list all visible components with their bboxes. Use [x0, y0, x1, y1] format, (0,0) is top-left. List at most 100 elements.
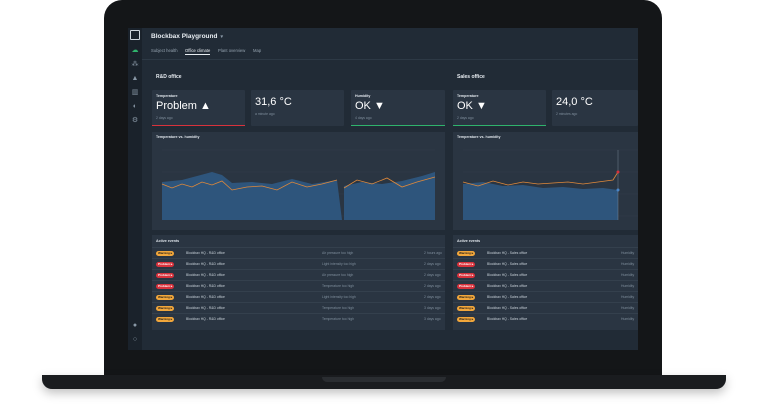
event-subject: Blockbax HQ - Sales office	[487, 306, 528, 310]
event-time: 2 days ago	[424, 262, 441, 266]
chevron-down-icon: ▾	[220, 34, 223, 40]
status-badge: Problem ▸	[156, 273, 175, 278]
laptop-notch	[322, 377, 446, 382]
tab-plant-overview[interactable]: Plant overview	[218, 48, 246, 53]
event-row[interactable]: Warning ▸ Blockbax HQ - Sales office Humid…	[453, 247, 638, 258]
card-label: Temperature	[156, 94, 178, 98]
event-subject: Blockbax HQ - R&D office	[186, 317, 225, 321]
event-subject: Blockbax HQ - R&D office	[186, 273, 225, 277]
laptop-base	[42, 375, 726, 389]
event-row[interactable]: Warning ▸ Blockbax HQ - R&D office Light i…	[152, 291, 445, 302]
status-bar-ok	[351, 124, 445, 126]
sidebar: ☁ ⁂ ▲ ▥ ◐ ⚙ ● ○	[128, 28, 142, 350]
dashboard-icon[interactable]: ☁	[131, 47, 139, 54]
card-value: Problem ▲	[156, 100, 211, 112]
event-subject: Blockbax HQ - Sales office	[487, 262, 528, 266]
event-row[interactable]: Warning ▸ Blockbax HQ - Sales office Humid…	[453, 302, 638, 313]
events-panel-rd: Active events Warning ▸ Blockbax HQ - R&D…	[152, 235, 445, 330]
card-timestamp: 4 days ago	[355, 116, 372, 120]
event-time: 2 hours ago	[424, 251, 442, 255]
metrics-icon[interactable]: ▥	[131, 89, 139, 96]
event-description: Humidity	[621, 251, 635, 255]
event-row[interactable]: Warning ▸ Blockbax HQ - R&D office Tempera…	[152, 302, 445, 313]
event-description: Air pressure too high	[322, 273, 354, 277]
event-description: Humidity	[621, 273, 635, 277]
card-temperature-status[interactable]: Temperature OK ▼ 2 days ago	[453, 90, 546, 126]
status-badge: Problem ▸	[457, 262, 476, 267]
card-value: 24,0 °C	[556, 96, 593, 108]
event-time: 3 days ago	[424, 317, 441, 321]
event-description: Temperature too high	[322, 284, 355, 288]
event-description: Air pressure too high	[322, 251, 354, 255]
event-time: 3 days ago	[424, 306, 441, 310]
event-time: 2 days ago	[424, 284, 441, 288]
event-row[interactable]: Warning ▸ Blockbax HQ - R&D office Air pre…	[152, 247, 445, 258]
status-badge: Warning ▸	[156, 295, 175, 300]
app-title[interactable]: Blockbax Playground ▾	[151, 33, 223, 40]
card-temperature-status[interactable]: Temperature Problem ▲ 2 days ago	[152, 90, 245, 126]
event-row[interactable]: Problem ▸ Blockbax HQ - Sales office Humid…	[453, 258, 638, 269]
tab-subject-health[interactable]: Subject health	[151, 48, 178, 53]
card-temperature-value[interactable]: 31,6 °C a minute ago	[251, 90, 344, 126]
subjects-icon[interactable]: ⁂	[131, 61, 139, 68]
section-title-sales: Sales office	[457, 74, 485, 80]
tabs-divider	[142, 59, 638, 60]
logo-icon[interactable]	[130, 30, 140, 40]
chart-title: Temperature vs. humidity	[457, 135, 501, 139]
alerts-icon[interactable]: ▲	[131, 75, 139, 82]
status-bar-problem	[152, 124, 245, 126]
event-subject: Blockbax HQ - R&D office	[186, 251, 225, 255]
event-subject: Blockbax HQ - R&D office	[186, 295, 225, 299]
status-badge: Problem ▸	[156, 262, 175, 267]
settings-icon[interactable]: ⚙	[131, 117, 139, 124]
status-bar-ok	[453, 124, 546, 126]
event-description: Humidity	[621, 295, 635, 299]
integrations-icon[interactable]: ◐	[132, 103, 138, 110]
event-description: Light intensity too high	[322, 262, 356, 266]
events-title: Active events	[457, 239, 481, 243]
help-icon[interactable]: ●	[132, 322, 138, 329]
card-timestamp: 2 days ago	[457, 116, 474, 120]
status-badge: Problem ▸	[457, 273, 476, 278]
event-subject: Blockbax HQ - R&D office	[186, 284, 225, 288]
event-row[interactable]: Problem ▸ Blockbax HQ - R&D office Air pre…	[152, 269, 445, 280]
status-badge: Warning ▸	[156, 317, 175, 322]
event-subject: Blockbax HQ - Sales office	[487, 273, 528, 277]
event-row[interactable]: Problem ▸ Blockbax HQ - R&D office Light i…	[152, 258, 445, 269]
event-row[interactable]: Problem ▸ Blockbax HQ - R&D office Tempera…	[152, 280, 445, 291]
card-humidity-status[interactable]: Humidity OK ▼ 4 days ago	[351, 90, 445, 126]
profile-icon[interactable]: ○	[132, 336, 138, 343]
event-time: 2 days ago	[424, 273, 441, 277]
event-row[interactable]: Warning ▸ Blockbax HQ - Sales office Humid…	[453, 313, 638, 324]
event-row[interactable]: Problem ▸ Blockbax HQ - Sales office Humid…	[453, 269, 638, 280]
event-description: Temperature too high	[322, 317, 355, 321]
event-description: Humidity	[621, 317, 635, 321]
topbar: Blockbax Playground ▾	[142, 28, 638, 48]
chart-title: Temperature vs. humidity	[156, 135, 200, 139]
chart-rd-svg[interactable]	[152, 132, 445, 230]
card-timestamp: 2 minutes ago	[556, 112, 578, 116]
event-subject: Blockbax HQ - Sales office	[487, 284, 528, 288]
status-badge: Warning ▸	[457, 251, 476, 256]
card-value: 31,6 °C	[255, 96, 292, 108]
event-subject: Blockbax HQ - R&D office	[186, 262, 225, 266]
event-description: Humidity	[621, 262, 635, 266]
event-description: Humidity	[621, 306, 635, 310]
chart-sales-svg[interactable]	[453, 132, 638, 230]
event-row[interactable]: Problem ▸ Blockbax HQ - Sales office Humid…	[453, 280, 638, 291]
card-value: OK ▼	[355, 100, 385, 112]
card-timestamp: 2 days ago	[156, 116, 173, 120]
card-temperature-value[interactable]: 24,0 °C 2 minutes ago	[552, 90, 638, 126]
event-subject: Blockbax HQ - Sales office	[487, 317, 528, 321]
event-description: Temperature too high	[322, 306, 355, 310]
tab-office-climate[interactable]: Office climate	[185, 48, 211, 55]
event-description: Humidity	[621, 284, 635, 288]
chart-panel-sales: Temperature vs. humidity	[453, 132, 638, 230]
event-row[interactable]: Warning ▸ Blockbax HQ - R&D office Tempera…	[152, 313, 445, 324]
screen: ☁ ⁂ ▲ ▥ ◐ ⚙ ● ○ Blockbax Playground ▾ Sub…	[128, 28, 638, 350]
tab-map[interactable]: Map	[253, 48, 262, 53]
event-subject: Blockbax HQ - Sales office	[487, 295, 528, 299]
event-row[interactable]: Warning ▸ Blockbax HQ - Sales office Humid…	[453, 291, 638, 302]
status-badge: Warning ▸	[156, 306, 175, 311]
status-badge: Problem ▸	[457, 284, 476, 289]
